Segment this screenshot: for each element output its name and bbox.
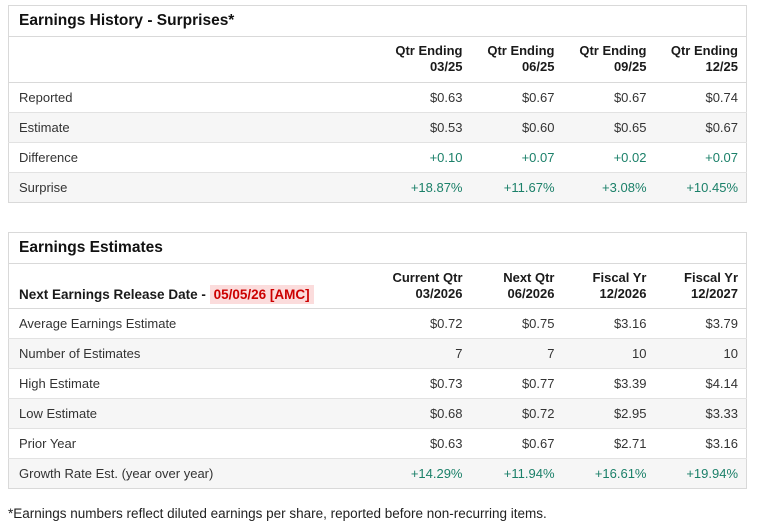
cell-value: $3.16 xyxy=(562,308,655,339)
cell-value: +0.07 xyxy=(654,141,747,172)
cell-value: $0.77 xyxy=(470,368,563,399)
column-header-qtr-0625: Qtr Ending 06/25 xyxy=(470,36,563,83)
table-row: Number of Estimates 7 7 10 10 xyxy=(8,338,747,369)
cell-value: +0.07 xyxy=(470,141,563,172)
row-label: Growth Rate Est. (year over year) xyxy=(8,458,379,489)
column-header-fiscal-yr-2026: Fiscal Yr 12/2026 xyxy=(562,263,655,309)
empty-header-cell xyxy=(8,36,379,83)
row-label: Difference xyxy=(8,141,379,172)
cell-value: $0.60 xyxy=(470,111,563,142)
earnings-estimates-title: Earnings Estimates xyxy=(8,232,747,264)
cell-value: +18.87% xyxy=(378,171,471,202)
column-header-fiscal-yr-2027: Fiscal Yr 12/2027 xyxy=(654,263,747,309)
cell-value: $0.63 xyxy=(378,81,471,112)
row-label: Low Estimate xyxy=(8,398,379,429)
earnings-estimates-title-row: Earnings Estimates xyxy=(8,232,747,264)
cell-value: +16.61% xyxy=(562,458,655,489)
cell-value: 10 xyxy=(562,338,655,369)
cell-value: $0.63 xyxy=(378,428,471,459)
earnings-estimates-header-row: Next Earnings Release Date - 05/05/26 [A… xyxy=(8,263,747,309)
row-label: High Estimate xyxy=(8,368,379,399)
cell-value: $0.65 xyxy=(562,111,655,142)
cell-value: +3.08% xyxy=(562,171,655,202)
table-row: High Estimate $0.73 $0.77 $3.39 $4.14 xyxy=(8,368,747,399)
cell-value: $3.16 xyxy=(654,428,747,459)
column-header-qtr-0925: Qtr Ending 09/25 xyxy=(562,36,655,83)
cell-value: +11.94% xyxy=(470,458,563,489)
cell-value: $0.67 xyxy=(470,81,563,112)
cell-value: +0.10 xyxy=(378,141,471,172)
table-row: Prior Year $0.63 $0.67 $2.71 $3.16 xyxy=(8,428,747,459)
cell-value: +19.94% xyxy=(654,458,747,489)
row-label: Prior Year xyxy=(8,428,379,459)
cell-value: $2.95 xyxy=(562,398,655,429)
cell-value: $0.73 xyxy=(378,368,471,399)
release-date-value: 05/05/26 [AMC] xyxy=(209,285,314,304)
cell-value: $0.67 xyxy=(562,81,655,112)
table-row: Low Estimate $0.68 $0.72 $2.95 $3.33 xyxy=(8,398,747,429)
earnings-history-title: Earnings History - Surprises* xyxy=(8,5,747,37)
table-row: Average Earnings Estimate $0.72 $0.75 $3.16… xyxy=(8,308,747,339)
earnings-history-table: Earnings History - Surprises* Qtr Ending… xyxy=(8,5,748,203)
cell-value: $0.53 xyxy=(378,111,471,142)
earnings-estimates-table: Earnings Estimates Next Earnings Release… xyxy=(8,231,748,489)
cell-value: +11.67% xyxy=(470,171,563,202)
column-header-qtr-0325: Qtr Ending 03/25 xyxy=(378,36,471,83)
table-row: Growth Rate Est. (year over year) +14.29%… xyxy=(8,458,747,489)
earnings-history-title-row: Earnings History - Surprises* xyxy=(8,5,747,37)
next-earnings-release-date: Next Earnings Release Date - 05/05/26 [A… xyxy=(8,263,379,309)
cell-value: $3.79 xyxy=(654,308,747,339)
cell-value: $0.67 xyxy=(654,111,747,142)
cell-value: +0.02 xyxy=(562,141,655,172)
table-row: Reported $0.63 $0.67 $0.67 $0.74 xyxy=(8,81,747,112)
cell-value: 7 xyxy=(470,338,563,369)
cell-value: $0.72 xyxy=(470,398,563,429)
cell-value: $3.39 xyxy=(562,368,655,399)
earnings-page: Earnings History - Surprises* Qtr Ending… xyxy=(8,5,748,489)
earnings-footnote: *Earnings numbers reflect diluted earnin… xyxy=(8,506,547,521)
cell-value: $3.33 xyxy=(654,398,747,429)
cell-value: $0.68 xyxy=(378,398,471,429)
cell-value: $4.14 xyxy=(654,368,747,399)
cell-value: 7 xyxy=(378,338,471,369)
row-label: Surprise xyxy=(8,171,379,202)
table-row: Estimate $0.53 $0.60 $0.65 $0.67 xyxy=(8,111,747,142)
cell-value: $2.71 xyxy=(562,428,655,459)
column-header-qtr-1225: Qtr Ending 12/25 xyxy=(654,36,747,83)
row-label: Reported xyxy=(8,81,379,112)
table-row: Difference +0.10 +0.07 +0.02 +0.07 xyxy=(8,141,747,172)
release-date-label: Next Earnings Release Date - xyxy=(19,287,210,302)
cell-value: 10 xyxy=(654,338,747,369)
row-label: Estimate xyxy=(8,111,379,142)
cell-value: $0.67 xyxy=(470,428,563,459)
cell-value: +14.29% xyxy=(378,458,471,489)
column-header-next-qtr: Next Qtr 06/2026 xyxy=(470,263,563,309)
cell-value: $0.75 xyxy=(470,308,563,339)
table-row: Surprise +18.87% +11.67% +3.08% +10.45% xyxy=(8,171,747,202)
cell-value: +10.45% xyxy=(654,171,747,202)
row-label: Number of Estimates xyxy=(8,338,379,369)
row-label: Average Earnings Estimate xyxy=(8,308,379,339)
earnings-history-header-row: Qtr Ending 03/25 Qtr Ending 06/25 Qtr En… xyxy=(8,36,747,83)
cell-value: $0.72 xyxy=(378,308,471,339)
column-header-current-qtr: Current Qtr 03/2026 xyxy=(378,263,471,309)
cell-value: $0.74 xyxy=(654,81,747,112)
